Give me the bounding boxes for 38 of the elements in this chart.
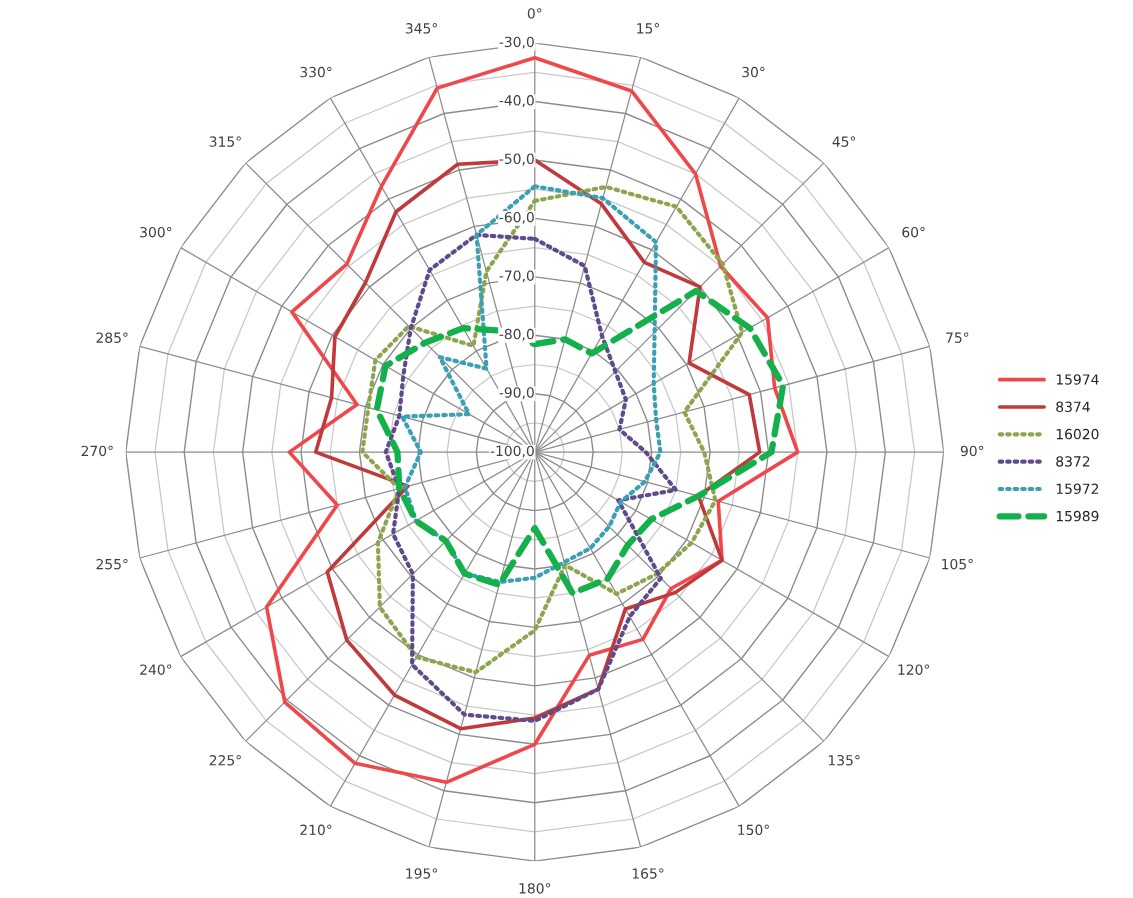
spoke-label: 285°	[96, 332, 128, 343]
y-tick-label: -30,0	[499, 36, 534, 49]
spoke-label: 300°	[140, 226, 172, 238]
spoke-label: 135°	[828, 755, 860, 766]
spoke-label: 150°	[738, 824, 769, 836]
spoke-label: 315°	[209, 136, 241, 147]
spoke-label: 240°	[140, 664, 172, 675]
spoke-label: 330°	[300, 66, 332, 78]
spoke-label: 165°	[632, 868, 664, 879]
spoke-label: 90°	[960, 445, 984, 457]
spoke-label: 105°	[942, 558, 973, 570]
y-tick-label: -80,0	[499, 328, 534, 341]
y-tick-label: -40,0	[499, 95, 534, 108]
spoke-label: 15°	[637, 23, 659, 34]
spoke-label: 255°	[96, 558, 128, 570]
legend-label: 8374	[1056, 401, 1090, 413]
spoke-label: 45°	[832, 136, 856, 147]
spoke-label: 75°	[946, 332, 969, 343]
y-tick-label: -90,0	[499, 387, 534, 400]
spoke-label: 210°	[300, 824, 332, 836]
y-tick-label: -50,0	[499, 153, 534, 166]
legend-label: 15972	[1056, 483, 1099, 495]
y-tick-label: -70,0	[499, 270, 534, 283]
legend-label: 8372	[1056, 456, 1090, 467]
spoke-label: 120°	[898, 664, 930, 675]
y-tick-label: -100,0	[490, 445, 534, 458]
spoke-label: 60°	[902, 226, 925, 238]
spoke-label: 270°	[81, 445, 113, 457]
spoke-label: 30°	[742, 66, 765, 78]
legend-label: 15974	[1056, 374, 1099, 385]
spoke-label: 0°	[527, 8, 542, 19]
legend-label: 15989	[1056, 510, 1099, 522]
spoke-label: 180°	[519, 883, 551, 894]
legend-label: 16020	[1056, 428, 1099, 440]
spoke-label: 225°	[209, 755, 241, 766]
y-tick-label: -60,0	[499, 211, 534, 224]
spoke-label: 345°	[405, 23, 437, 34]
spoke-label: 195°	[406, 868, 437, 879]
